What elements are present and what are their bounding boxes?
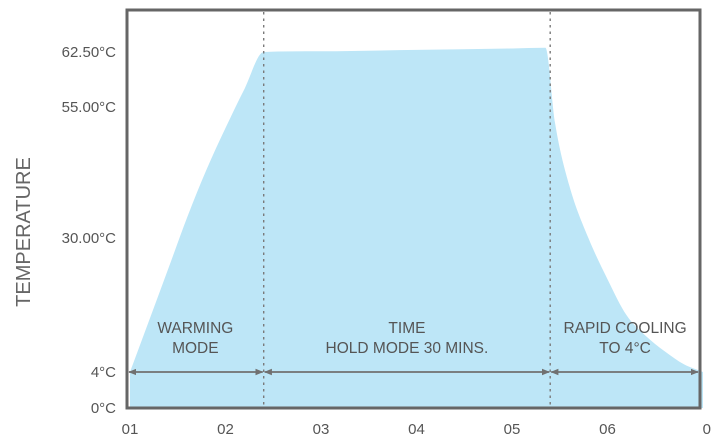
phase-label: TIME: [388, 320, 425, 337]
x-tick-label: 04: [408, 421, 425, 438]
y-tick-label: 4°C: [91, 364, 116, 381]
x-tick-label: 06: [599, 421, 616, 438]
y-axis-title: TEMPERATURE: [13, 157, 35, 307]
x-tick-label: 03: [313, 421, 330, 438]
x-tick-label: 02: [217, 421, 234, 438]
x-tick-label: 01: [122, 421, 139, 438]
phase-label: MODE: [172, 340, 219, 357]
phase-label: HOLD MODE 30 MINS.: [326, 340, 489, 357]
y-tick-label: 30.00°C: [62, 230, 117, 247]
phase-label: TO 4°C: [599, 340, 651, 357]
phase-label: RAPID COOLING: [564, 320, 687, 337]
y-tick-label: 55.00°C: [62, 99, 117, 116]
x-tick-label: 0: [703, 421, 711, 438]
phase-label: WARMING: [157, 320, 233, 337]
y-tick-label: 0°C: [91, 400, 116, 417]
y-tick-labels: 0°C 4°C 30.00°C 55.00°C 62.50°C: [62, 44, 117, 417]
x-tick-labels: 01 02 03 04 05 06 0: [122, 421, 711, 438]
x-tick-label: 05: [504, 421, 521, 438]
y-tick-label: 62.50°C: [62, 44, 117, 61]
